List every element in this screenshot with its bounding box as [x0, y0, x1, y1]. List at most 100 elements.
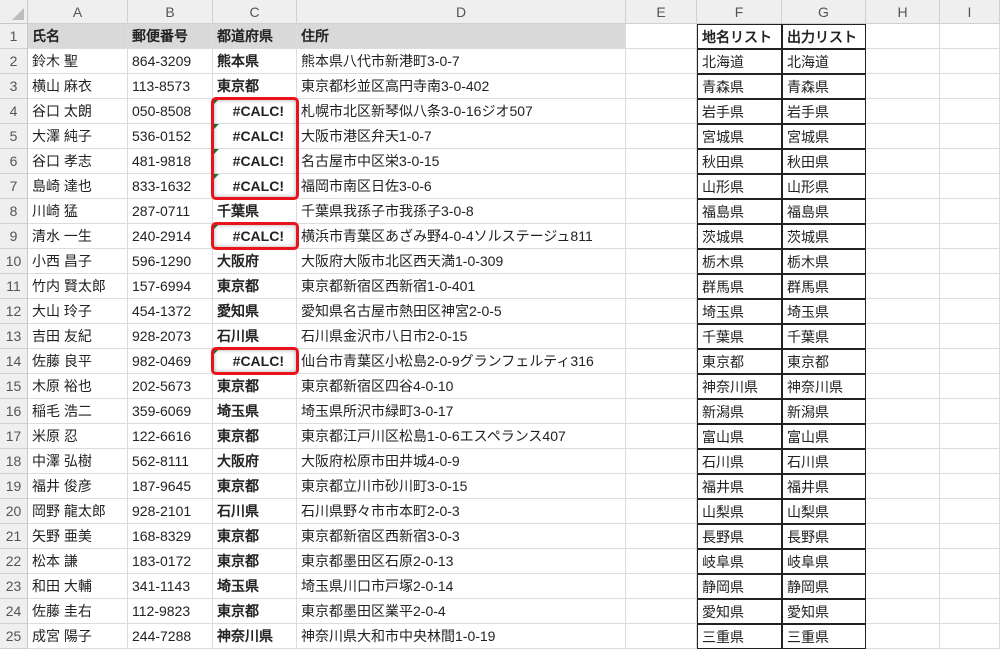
name-cell[interactable]: 佐藤 圭右 [28, 599, 128, 624]
name-cell[interactable]: 小西 昌子 [28, 249, 128, 274]
empty-cell[interactable] [626, 224, 697, 249]
cell-E1[interactable] [626, 24, 697, 49]
column-header-F[interactable]: F [697, 0, 782, 24]
region-list-cell[interactable]: 秋田県 [697, 149, 782, 174]
output-list-cell[interactable]: 富山県 [782, 424, 866, 449]
pref-cell[interactable]: 東京都 [213, 549, 297, 574]
empty-cell[interactable] [626, 399, 697, 424]
empty-cell[interactable] [940, 424, 1000, 449]
zip-cell[interactable]: 287-0711 [128, 199, 213, 224]
empty-cell[interactable] [940, 474, 1000, 499]
empty-cell[interactable] [940, 124, 1000, 149]
zip-cell[interactable]: 240-2914 [128, 224, 213, 249]
empty-cell[interactable] [626, 274, 697, 299]
empty-cell[interactable] [866, 174, 940, 199]
name-cell[interactable]: 佐藤 良平 [28, 349, 128, 374]
name-cell[interactable]: 竹内 賢太郎 [28, 274, 128, 299]
empty-cell[interactable] [940, 574, 1000, 599]
zip-cell[interactable]: 244-7288 [128, 624, 213, 649]
row-header-9[interactable]: 9 [0, 224, 28, 249]
empty-cell[interactable] [866, 499, 940, 524]
address-cell[interactable]: 千葉県我孫子市我孫子3-0-8 [297, 199, 626, 224]
empty-cell[interactable] [626, 624, 697, 649]
empty-cell[interactable] [940, 49, 1000, 74]
empty-cell[interactable] [940, 149, 1000, 174]
name-cell[interactable]: 鈴木 聖 [28, 49, 128, 74]
empty-cell[interactable] [626, 349, 697, 374]
output-list-cell[interactable]: 秋田県 [782, 149, 866, 174]
empty-cell[interactable] [626, 574, 697, 599]
region-list-cell[interactable]: 長野県 [697, 524, 782, 549]
error-cell[interactable]: #CALC! [213, 124, 297, 149]
column-header-C[interactable]: C [213, 0, 297, 24]
region-list-cell[interactable]: 埼玉県 [697, 299, 782, 324]
empty-cell[interactable] [626, 524, 697, 549]
empty-cell[interactable] [940, 449, 1000, 474]
empty-cell[interactable] [940, 349, 1000, 374]
output-list-cell[interactable]: 栃木県 [782, 249, 866, 274]
select-all-button[interactable] [0, 0, 28, 24]
row-header-18[interactable]: 18 [0, 449, 28, 474]
empty-cell[interactable] [866, 124, 940, 149]
name-cell[interactable]: 成宮 陽子 [28, 624, 128, 649]
empty-cell[interactable] [626, 324, 697, 349]
empty-cell[interactable] [866, 624, 940, 649]
empty-cell[interactable] [940, 174, 1000, 199]
name-cell[interactable]: 島崎 達也 [28, 174, 128, 199]
pref-cell[interactable]: 大阪府 [213, 449, 297, 474]
address-cell[interactable]: 埼玉県川口市戸塚2-0-14 [297, 574, 626, 599]
empty-cell[interactable] [626, 549, 697, 574]
output-list-cell[interactable]: 三重県 [782, 624, 866, 649]
region-list-cell[interactable]: 福島県 [697, 199, 782, 224]
empty-cell[interactable] [866, 299, 940, 324]
zip-cell[interactable]: 202-5673 [128, 374, 213, 399]
empty-cell[interactable] [866, 549, 940, 574]
empty-cell[interactable] [866, 349, 940, 374]
name-cell[interactable]: 大山 玲子 [28, 299, 128, 324]
error-cell[interactable]: #CALC! [213, 149, 297, 174]
zip-cell[interactable]: 183-0172 [128, 549, 213, 574]
empty-cell[interactable] [866, 99, 940, 124]
address-cell[interactable]: 石川県金沢市八日市2-0-15 [297, 324, 626, 349]
empty-cell[interactable] [866, 424, 940, 449]
row-header-2[interactable]: 2 [0, 49, 28, 74]
zip-cell[interactable]: 864-3209 [128, 49, 213, 74]
name-cell[interactable]: 谷口 太朗 [28, 99, 128, 124]
region-list-cell[interactable]: 北海道 [697, 49, 782, 74]
pref-cell[interactable]: 東京都 [213, 74, 297, 99]
pref-cell[interactable]: 千葉県 [213, 199, 297, 224]
pref-cell[interactable]: 大阪府 [213, 249, 297, 274]
name-cell[interactable]: 和田 大輔 [28, 574, 128, 599]
pref-cell[interactable]: 東京都 [213, 374, 297, 399]
error-cell[interactable]: #CALC! [213, 99, 297, 124]
zip-cell[interactable]: 122-6616 [128, 424, 213, 449]
address-cell[interactable]: 東京都立川市砂川町3-0-15 [297, 474, 626, 499]
column-header-H[interactable]: H [866, 0, 940, 24]
empty-cell[interactable] [866, 374, 940, 399]
output-list-cell[interactable]: 青森県 [782, 74, 866, 99]
empty-cell[interactable] [626, 124, 697, 149]
row-header-12[interactable]: 12 [0, 299, 28, 324]
empty-cell[interactable] [940, 549, 1000, 574]
row-header-3[interactable]: 3 [0, 74, 28, 99]
region-list-cell[interactable]: 新潟県 [697, 399, 782, 424]
pref-cell[interactable]: 石川県 [213, 499, 297, 524]
zip-cell[interactable]: 536-0152 [128, 124, 213, 149]
zip-cell[interactable]: 481-9818 [128, 149, 213, 174]
region-list-cell[interactable]: 山梨県 [697, 499, 782, 524]
output-list-cell[interactable]: 石川県 [782, 449, 866, 474]
region-list-cell[interactable]: 富山県 [697, 424, 782, 449]
row-header-17[interactable]: 17 [0, 424, 28, 449]
error-cell[interactable]: #CALC! [213, 174, 297, 199]
address-cell[interactable]: 東京都新宿区四谷4-0-10 [297, 374, 626, 399]
row-header-11[interactable]: 11 [0, 274, 28, 299]
empty-cell[interactable] [866, 199, 940, 224]
zip-cell[interactable]: 928-2073 [128, 324, 213, 349]
row-header-1[interactable]: 1 [0, 24, 28, 49]
output-list-cell[interactable]: 長野県 [782, 524, 866, 549]
empty-cell[interactable] [866, 74, 940, 99]
header-cell-address[interactable]: 住所 [297, 24, 626, 49]
output-list-cell[interactable]: 岩手県 [782, 99, 866, 124]
empty-cell[interactable] [626, 599, 697, 624]
row-header-23[interactable]: 23 [0, 574, 28, 599]
